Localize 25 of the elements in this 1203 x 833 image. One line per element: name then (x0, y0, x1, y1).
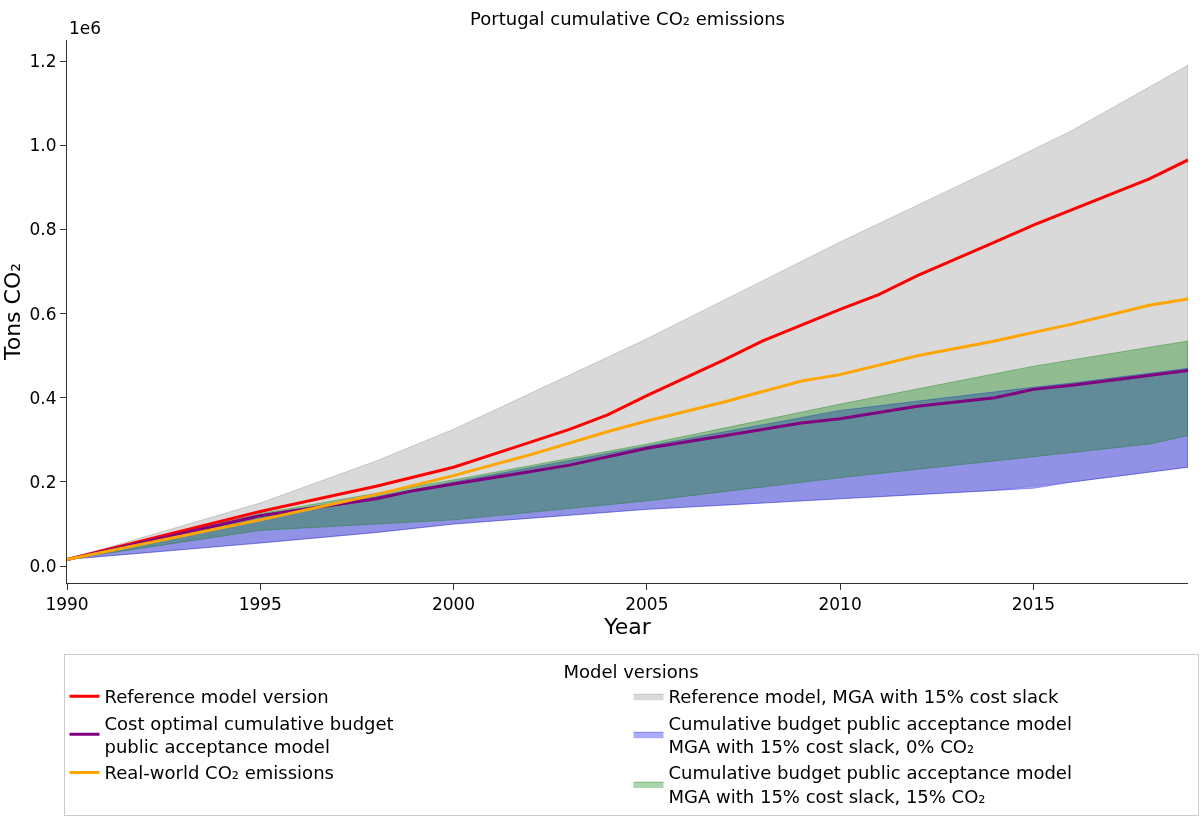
x-tick-label: 2005 (625, 594, 669, 615)
x-axis-title: Year (603, 614, 652, 640)
legend-label: Cost optimal cumulative budget public acceptance model (104, 712, 394, 758)
legend-title: Model versions (563, 660, 699, 682)
legend-label: Real-world CO₂ emissions (104, 762, 334, 784)
legend-label: Reference model, MGA with 15% cost slack (668, 686, 1059, 708)
chart-title: Portugal cumulative CO₂ emissions (470, 8, 785, 30)
y-tick-label: 0.2 (29, 471, 57, 492)
x-tick-label: 1995 (238, 594, 282, 615)
legend-label: Cumulative budget public acceptance model MGA with 15% cost slack, 0% CO₂ (668, 712, 1072, 758)
y-axis-title: Tons CO₂ (0, 262, 25, 362)
y-tick-label: 1.0 (29, 135, 57, 156)
text: 1e6 (69, 18, 102, 38)
x-tick-label: 2015 (1011, 594, 1056, 615)
y-tick-label: 0.8 (29, 219, 57, 240)
y-tick-label: 1.2 (29, 51, 57, 71)
x-tick-label: 2010 (818, 594, 862, 615)
y-tick-label: 0.4 (29, 387, 57, 408)
x-tick-label: 1990 (45, 594, 89, 615)
legend-label: Cumulative budget public acceptance model MGA with 15% cost slack, 15% CO₂ (668, 762, 1072, 807)
line-series (67, 297, 1188, 561)
y-tick-label: 0.6 (29, 303, 57, 324)
y-tick-label: 0.0 (29, 556, 57, 577)
legend-label: Reference model version (104, 686, 329, 708)
x-tick-label: 2000 (431, 594, 476, 615)
